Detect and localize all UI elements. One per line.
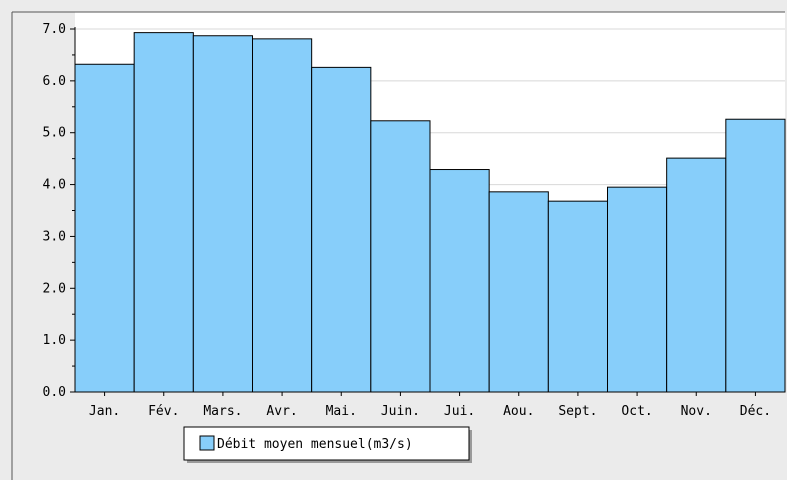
x-tick-label: Déc. [740,404,771,419]
bar [488,191,549,393]
bar [133,32,194,393]
x-tick-label: Avr. [266,404,297,419]
x-tick-label: Mai. [326,404,357,419]
x-tick-label: Mars. [203,404,242,419]
bar [311,66,372,393]
y-tick-label: 2.0 [43,281,66,296]
x-tick-label: Oct. [621,404,652,419]
x-tick-label: Aou. [503,404,534,419]
y-tick-label: 1.0 [43,333,66,348]
y-tick-label: 3.0 [43,229,66,244]
bars [74,32,786,393]
bar [607,186,668,393]
x-tick-label: Jan. [89,404,120,419]
bar [74,63,135,393]
legend: Débit moyen mensuel(m3/s) [183,426,472,463]
y-tick-label: 4.0 [43,178,66,193]
bar [666,157,727,393]
bar [547,200,608,393]
x-tick-label: Jui. [444,404,475,419]
y-tick-label: 0.0 [43,385,66,400]
bar [370,120,431,393]
bar [192,35,253,393]
y-tick-label: 6.0 [43,74,66,89]
x-tick-label: Fév. [148,404,179,419]
bar [252,38,313,393]
legend-box [183,426,470,461]
x-tick-label: Nov. [681,404,712,419]
legend-label: Débit moyen mensuel(m3/s) [217,437,413,452]
x-tick-label: Sept. [558,404,597,419]
bar [429,169,490,393]
y-tick-label: 5.0 [43,126,66,141]
bar [725,118,786,393]
legend-swatch [199,435,215,451]
y-tick-label: 7.0 [43,22,66,37]
axes: 0.0 1.0 2.0 3.0 4.0 5.0 6.0 7.0 Jan. Fév. Mars. Avr… [43,22,785,419]
x-tick-label: Juin. [381,404,420,419]
